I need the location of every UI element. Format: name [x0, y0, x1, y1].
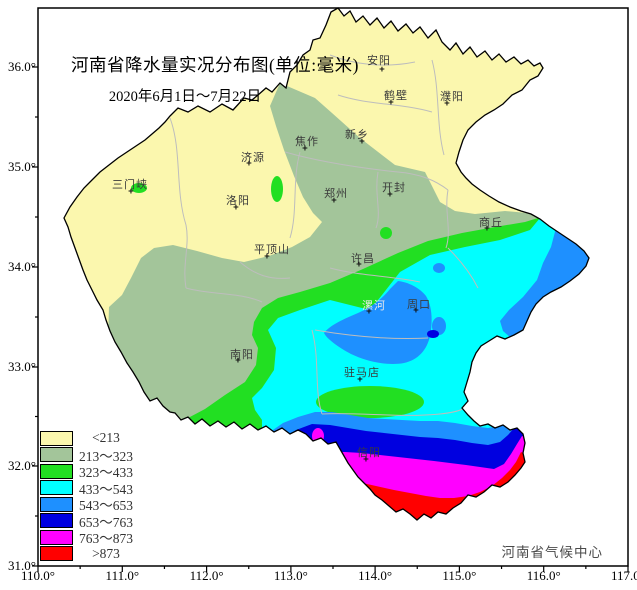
legend-row: >873 [40, 546, 136, 563]
x-tick-label: 110.0° [21, 568, 55, 583]
y-tick-label: 36.0° [8, 59, 36, 74]
green-island-south [316, 386, 424, 418]
station-cross-icon: + [233, 203, 239, 213]
station-cross-icon: + [359, 137, 365, 147]
prefecture-borders [169, 54, 479, 416]
station-cross-icon: + [264, 252, 270, 262]
city-label: 安阳 [367, 55, 391, 67]
x-tick-label: 117.0° [611, 568, 637, 583]
city-label: 平顶山 [254, 244, 290, 256]
station-cross-icon: + [484, 224, 490, 234]
legend-label: 653～763 [79, 514, 133, 530]
magenta-spot [312, 428, 324, 444]
blue-blob-east [500, 211, 589, 338]
city-label: 焦作 [295, 136, 319, 148]
city-label: 洛阳 [226, 195, 250, 207]
legend-label: 433～543 [79, 481, 133, 497]
city-label: 郑州 [324, 188, 348, 200]
city-label: 三门峡 [112, 179, 148, 191]
green-dot-sanmenxia [131, 183, 147, 193]
x-tick-label: 113.0° [273, 568, 308, 583]
legend-swatch [40, 430, 73, 446]
y-tick-label: 32.0° [8, 458, 36, 473]
axis-ticks [32, 66, 629, 572]
city-label: 漯河 [362, 300, 386, 312]
station-cross-icon: + [356, 260, 362, 270]
y-tick-label: 34.0° [8, 259, 36, 274]
legend-label: >873 [92, 545, 120, 561]
station-cross-icon: + [444, 99, 450, 109]
city-label: 驻马店 [344, 367, 380, 379]
legend-row: <213 [40, 430, 136, 447]
green-dot-xuchang [380, 227, 392, 239]
city-label: 南阳 [230, 349, 254, 361]
legend-label: <213 [92, 430, 120, 446]
city-label: 开封 [382, 182, 406, 194]
station-cross-icon: + [379, 65, 385, 75]
legend-swatch [40, 496, 73, 512]
station-cross-icon: + [128, 187, 134, 197]
legend-row: 763～873 [40, 529, 136, 546]
y-tick-label: 31.0° [8, 558, 36, 573]
city-label: 新乡 [345, 129, 369, 141]
station-cross-icon: + [366, 307, 372, 317]
city-label: 许昌 [351, 253, 375, 265]
city-label: 鹤壁 [384, 90, 408, 102]
station-cross-icon: + [357, 375, 363, 385]
blue-dot-a [433, 263, 445, 273]
legend-swatch [40, 546, 73, 562]
agency-credit: 河南省气候中心 [501, 545, 603, 560]
darkblue-spot [427, 330, 439, 338]
y-tick-label: 33.0° [8, 359, 36, 374]
station-cross-icon: + [387, 190, 393, 200]
blue-blob-mid [324, 281, 432, 364]
x-tick-label: 114.0° [358, 568, 393, 583]
legend-row: 653～763 [40, 513, 136, 530]
legend-row: 213～323 [40, 447, 136, 464]
city-label: 周口 [407, 299, 431, 311]
station-cross-icon: + [235, 356, 241, 366]
station-cross-icon: + [331, 196, 337, 206]
station-cross-icon: + [363, 455, 369, 465]
station-cross-icon: + [302, 144, 308, 154]
city-label: 信阳 [357, 447, 381, 459]
province-outline [63, 7, 590, 521]
legend-row: 323～433 [40, 463, 136, 480]
x-tick-label: 111.0° [105, 568, 140, 583]
legend-label: 763～873 [79, 531, 133, 547]
legend-label: 213～323 [79, 448, 133, 464]
legend-row: 543～653 [40, 496, 136, 513]
band-gt873-south [330, 452, 535, 520]
station-cross-icon: + [246, 159, 252, 169]
city-label: 商丘 [479, 217, 503, 229]
legend-swatch [40, 529, 73, 545]
map-subtitle: 2020年6月1日～7月22日 [108, 89, 262, 105]
city-label: 濮阳 [440, 91, 464, 103]
x-tick-label: 112.0° [189, 568, 224, 583]
legend-label: 543～653 [79, 498, 133, 514]
station-cross-icon: + [388, 98, 394, 108]
legend-swatch [40, 463, 73, 479]
city-label: 济源 [241, 152, 265, 164]
station-cross-icon: + [413, 306, 419, 316]
map-title: 河南省降水量实况分布图(单位:毫米) [70, 55, 360, 75]
y-tick-label: 35.0° [8, 159, 36, 174]
legend-row: 433～543 [40, 480, 136, 497]
legend-swatch [40, 480, 73, 496]
legend-swatch [40, 447, 73, 463]
legend-swatch [40, 513, 73, 529]
x-tick-label: 115.0° [442, 568, 477, 583]
x-tick-label: 116.0° [526, 568, 561, 583]
green-sliver-luoyang [271, 176, 283, 202]
legend: <213 213～323 323～433 433～543 543～653 653～763 7… [40, 430, 136, 562]
legend-label: 323～433 [79, 465, 133, 481]
